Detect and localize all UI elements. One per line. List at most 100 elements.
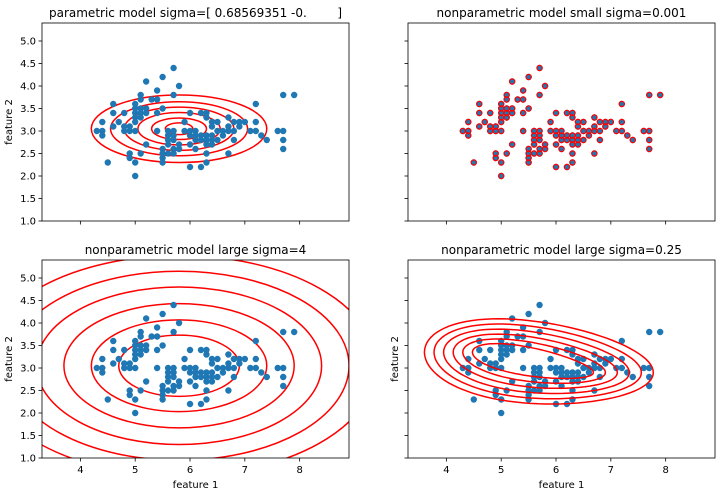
- contour-mark: [503, 114, 510, 121]
- data-point: [126, 123, 133, 130]
- contour-mark: [602, 123, 609, 130]
- contour-mark: [574, 123, 582, 130]
- data-point: [170, 64, 177, 72]
- subplot-2: nonparametric model small sigma=0.001: [404, 6, 716, 225]
- data-point: [175, 378, 183, 385]
- data-point: [159, 342, 166, 349]
- data-point: [99, 355, 106, 363]
- data-point: [497, 346, 505, 354]
- data-point: [219, 132, 227, 139]
- data-point: [99, 369, 106, 376]
- data-point: [241, 118, 249, 126]
- contour-mark: [646, 145, 653, 153]
- subplot-4: 4 5 6 7 8 nonparametric model large sigma=0.2…: [390, 243, 716, 491]
- data-point: [525, 391, 532, 399]
- data-point: [263, 373, 270, 381]
- contour-mark: [547, 118, 554, 126]
- data-point: [536, 387, 543, 394]
- data-point: [131, 346, 139, 354]
- x-tick-label: 5: [498, 465, 504, 476]
- y-tick-label: 2.5: [20, 149, 36, 160]
- contour-mark: [508, 105, 516, 112]
- data-point: [131, 159, 139, 166]
- data-point: [236, 360, 243, 367]
- data-point: [170, 145, 177, 153]
- data-point: [640, 364, 647, 372]
- data-point: [175, 145, 183, 153]
- data-point: [247, 364, 254, 372]
- data-point: [104, 159, 111, 166]
- data-point: [99, 118, 106, 126]
- contour-mark: [465, 132, 472, 139]
- data-point: [121, 123, 128, 130]
- data-point: [164, 150, 172, 157]
- data-point: [258, 132, 265, 139]
- data-point: [519, 346, 527, 354]
- contour-mark: [607, 118, 615, 126]
- data-point: [131, 109, 139, 117]
- data-point: [170, 364, 177, 372]
- data-point: [99, 132, 106, 139]
- data-point: [121, 364, 128, 372]
- data-point: [164, 127, 172, 135]
- data-point: [646, 328, 653, 336]
- data-point: [547, 364, 554, 372]
- data-point: [225, 387, 232, 394]
- data-point: [203, 369, 210, 376]
- contour-mark: [536, 91, 543, 99]
- data-point: [203, 378, 210, 385]
- data-point: [131, 351, 139, 358]
- contour-line: [442, 328, 631, 395]
- contour-mark: [492, 123, 499, 130]
- data-point: [197, 136, 205, 144]
- contour-mark: [519, 127, 527, 135]
- data-point: [274, 127, 281, 135]
- data-point: [164, 387, 172, 394]
- data-point: [497, 409, 505, 417]
- data-point: [153, 346, 161, 354]
- data-point: [159, 105, 166, 112]
- data-point: [214, 127, 221, 135]
- y-tick-label: 3.0: [20, 127, 36, 138]
- data-point: [252, 127, 260, 135]
- data-point: [170, 136, 177, 144]
- data-point: [230, 355, 238, 363]
- data-point: [192, 369, 199, 376]
- data-point: [186, 364, 194, 372]
- data-point: [208, 373, 216, 381]
- data-point: [208, 355, 216, 363]
- data-point: [602, 360, 609, 367]
- data-point: [186, 163, 194, 171]
- data-point: [197, 163, 205, 171]
- contour-mark: [525, 105, 532, 112]
- contour-mark: [591, 123, 598, 130]
- contour-mark: [497, 127, 505, 135]
- data-point: [121, 360, 128, 367]
- data-point: [126, 150, 133, 157]
- data-point: [159, 150, 166, 157]
- data-point: [131, 114, 139, 121]
- data-point: [137, 346, 144, 354]
- data-point: [126, 387, 133, 394]
- data-point: [558, 369, 565, 376]
- subplot-title: parametric model sigma=[ 0.68569351 -0. …: [49, 6, 342, 20]
- data-point: [164, 378, 172, 385]
- contour-line: [452, 333, 619, 390]
- data-point: [170, 301, 177, 309]
- data-point: [236, 355, 243, 363]
- data-point: [93, 127, 101, 135]
- data-point: [290, 328, 298, 336]
- contour-mark: [569, 109, 576, 117]
- contour-mark: [591, 114, 598, 121]
- data-point: [574, 369, 582, 376]
- data-point: [126, 391, 133, 399]
- data-point: [280, 136, 287, 144]
- data-point: [110, 346, 117, 354]
- x-tick-label: 8: [662, 465, 668, 476]
- data-point: [181, 355, 188, 363]
- y-tick-label: 2.0: [20, 172, 36, 183]
- data-point: [110, 109, 117, 117]
- data-point: [558, 364, 565, 372]
- data-point: [280, 364, 287, 372]
- data-point: [203, 387, 210, 394]
